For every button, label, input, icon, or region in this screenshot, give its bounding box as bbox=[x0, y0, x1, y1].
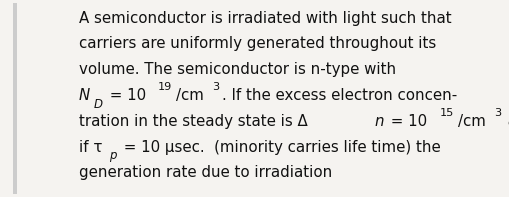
Text: and: and bbox=[503, 114, 509, 129]
Text: n: n bbox=[374, 114, 384, 129]
Text: /cm: /cm bbox=[458, 114, 486, 129]
Text: if τ: if τ bbox=[79, 140, 102, 155]
Text: A semiconductor is irradiated with light such that: A semiconductor is irradiated with light… bbox=[79, 11, 451, 26]
Text: 3: 3 bbox=[494, 108, 501, 118]
Text: = 10 μsec.  (minority carries life time) the: = 10 μsec. (minority carries life time) … bbox=[119, 140, 441, 155]
Text: N: N bbox=[79, 88, 90, 103]
Text: generation rate due to irradiation: generation rate due to irradiation bbox=[79, 165, 332, 180]
Text: volume. The semiconductor is n-type with: volume. The semiconductor is n-type with bbox=[79, 62, 396, 77]
Text: = 10: = 10 bbox=[386, 114, 428, 129]
Text: tration in the steady state is Δ: tration in the steady state is Δ bbox=[79, 114, 307, 129]
Text: 15: 15 bbox=[439, 108, 454, 118]
Text: 19: 19 bbox=[158, 82, 173, 92]
Text: 3: 3 bbox=[212, 82, 219, 92]
Text: = 10: = 10 bbox=[105, 88, 146, 103]
Text: /cm: /cm bbox=[177, 88, 204, 103]
Text: . If the excess electron concen-: . If the excess electron concen- bbox=[221, 88, 457, 103]
Bar bbox=[13, 3, 17, 194]
Text: carriers are uniformly generated throughout its: carriers are uniformly generated through… bbox=[79, 36, 436, 51]
Text: D: D bbox=[94, 98, 102, 111]
Text: p: p bbox=[109, 149, 117, 162]
